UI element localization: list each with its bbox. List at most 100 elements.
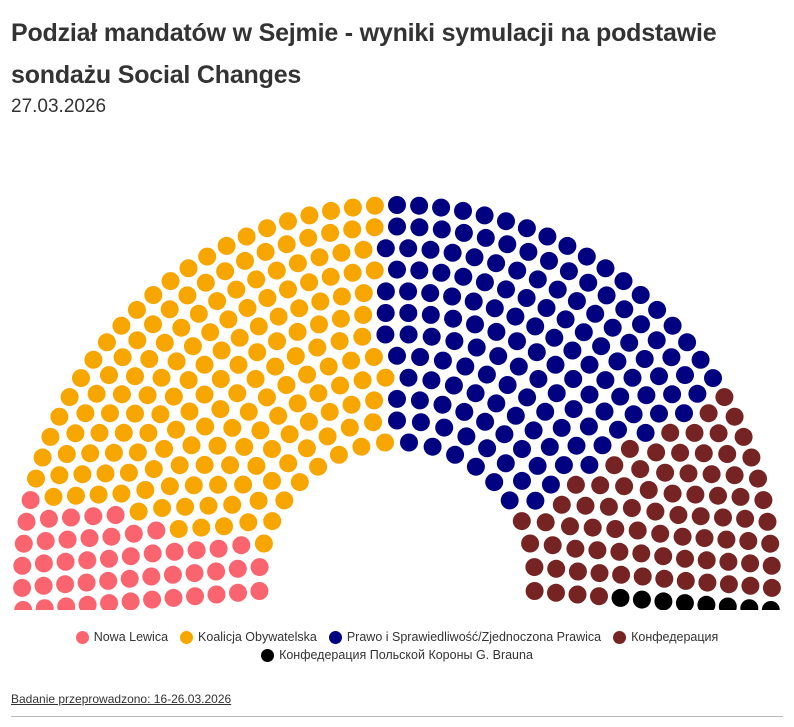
seat-2[interactable] bbox=[208, 436, 227, 455]
seat-2[interactable] bbox=[269, 307, 288, 326]
seat-2[interactable] bbox=[201, 323, 220, 342]
seat-4[interactable] bbox=[552, 495, 571, 514]
seat-2[interactable] bbox=[268, 332, 286, 351]
seat-3[interactable] bbox=[592, 337, 611, 356]
seat-4[interactable] bbox=[536, 513, 555, 532]
seat-3[interactable] bbox=[596, 371, 615, 390]
seat-1[interactable] bbox=[165, 542, 184, 561]
seat-2[interactable] bbox=[288, 254, 307, 273]
seat-3[interactable] bbox=[475, 273, 494, 292]
seat-3[interactable] bbox=[574, 323, 593, 342]
seat-1[interactable] bbox=[143, 544, 162, 563]
seat-2[interactable] bbox=[257, 388, 276, 407]
seat-2[interactable] bbox=[310, 248, 329, 267]
seat-3[interactable] bbox=[580, 455, 599, 474]
seat-3[interactable] bbox=[432, 198, 451, 217]
seat-3[interactable] bbox=[454, 223, 473, 242]
seat-3[interactable] bbox=[529, 370, 548, 388]
seat-2[interactable] bbox=[288, 394, 307, 413]
seat-2[interactable] bbox=[223, 495, 242, 514]
seat-5[interactable] bbox=[611, 588, 630, 607]
seat-2[interactable] bbox=[331, 376, 350, 395]
seat-3[interactable] bbox=[411, 413, 430, 432]
seat-3[interactable] bbox=[432, 220, 451, 239]
seat-2[interactable] bbox=[144, 315, 162, 334]
seat-3[interactable] bbox=[552, 418, 571, 437]
seat-2[interactable] bbox=[183, 337, 202, 356]
seat-4[interactable] bbox=[719, 552, 738, 571]
seat-2[interactable] bbox=[126, 404, 144, 423]
seat-1[interactable] bbox=[142, 567, 161, 586]
seat-3[interactable] bbox=[410, 196, 429, 215]
seat-2[interactable] bbox=[155, 333, 174, 352]
seat-2[interactable] bbox=[101, 404, 119, 423]
seat-1[interactable] bbox=[35, 599, 54, 610]
seat-4[interactable] bbox=[590, 587, 608, 606]
seat-2[interactable] bbox=[128, 331, 147, 350]
seat-2[interactable] bbox=[297, 439, 316, 458]
seat-1[interactable] bbox=[120, 569, 139, 588]
seat-4[interactable] bbox=[718, 445, 737, 463]
seat-3[interactable] bbox=[399, 239, 418, 258]
seat-1[interactable] bbox=[39, 509, 58, 528]
seat-2[interactable] bbox=[221, 456, 240, 475]
seat-4[interactable] bbox=[651, 524, 670, 543]
seat-3[interactable] bbox=[478, 439, 497, 458]
seat-1[interactable] bbox=[78, 595, 97, 610]
seat-3[interactable] bbox=[466, 457, 485, 476]
seat-4[interactable] bbox=[714, 508, 732, 527]
seat-4[interactable] bbox=[749, 469, 767, 488]
seat-2[interactable] bbox=[199, 496, 218, 515]
seat-2[interactable] bbox=[189, 304, 208, 323]
seat-3[interactable] bbox=[376, 282, 395, 301]
seat-2[interactable] bbox=[321, 223, 340, 242]
seat-2[interactable] bbox=[309, 457, 328, 476]
seat-2[interactable] bbox=[238, 299, 257, 317]
seat-4[interactable] bbox=[647, 443, 666, 462]
seat-4[interactable] bbox=[620, 439, 639, 458]
seat-1[interactable] bbox=[102, 527, 121, 546]
seat-3[interactable] bbox=[496, 454, 515, 473]
seat-4[interactable] bbox=[719, 575, 738, 594]
seat-2[interactable] bbox=[365, 218, 384, 237]
seat-4[interactable] bbox=[679, 464, 698, 483]
seat-2[interactable] bbox=[290, 473, 309, 492]
legend-item-3[interactable]: Prawo i Sprawiedliwość/Zjednoczona Prawi… bbox=[328, 630, 601, 644]
seat-4[interactable] bbox=[691, 507, 710, 526]
seat-4[interactable] bbox=[694, 444, 713, 463]
seat-2[interactable] bbox=[277, 235, 296, 254]
seat-4[interactable] bbox=[695, 529, 714, 548]
seat-5[interactable] bbox=[740, 599, 759, 610]
seat-2[interactable] bbox=[152, 368, 171, 387]
seat-3[interactable] bbox=[411, 348, 430, 366]
seat-3[interactable] bbox=[388, 411, 406, 430]
seat-1[interactable] bbox=[124, 524, 143, 543]
seat-5[interactable] bbox=[718, 597, 737, 611]
seat-3[interactable] bbox=[498, 235, 517, 254]
seat-2[interactable] bbox=[299, 228, 318, 247]
seat-2[interactable] bbox=[227, 280, 246, 299]
seat-3[interactable] bbox=[454, 267, 473, 286]
seat-1[interactable] bbox=[232, 536, 251, 555]
seat-4[interactable] bbox=[588, 541, 607, 560]
seat-4[interactable] bbox=[615, 477, 634, 496]
seat-3[interactable] bbox=[487, 322, 506, 341]
seat-2[interactable] bbox=[246, 370, 265, 388]
seat-4[interactable] bbox=[628, 521, 647, 540]
seat-2[interactable] bbox=[239, 513, 258, 532]
seat-4[interactable] bbox=[521, 534, 540, 553]
seat-4[interactable] bbox=[591, 476, 610, 495]
seat-4[interactable] bbox=[576, 496, 595, 515]
seat-2[interactable] bbox=[235, 437, 254, 456]
seat-2[interactable] bbox=[169, 520, 188, 538]
seat-3[interactable] bbox=[603, 318, 622, 337]
seat-3[interactable] bbox=[704, 369, 722, 388]
seat-4[interactable] bbox=[568, 562, 587, 581]
seat-3[interactable] bbox=[476, 228, 495, 247]
seat-1[interactable] bbox=[56, 552, 75, 571]
seat-2[interactable] bbox=[248, 343, 267, 362]
seat-3[interactable] bbox=[466, 315, 484, 334]
seat-1[interactable] bbox=[163, 565, 182, 584]
seat-3[interactable] bbox=[563, 341, 582, 360]
seat-2[interactable] bbox=[139, 423, 158, 442]
